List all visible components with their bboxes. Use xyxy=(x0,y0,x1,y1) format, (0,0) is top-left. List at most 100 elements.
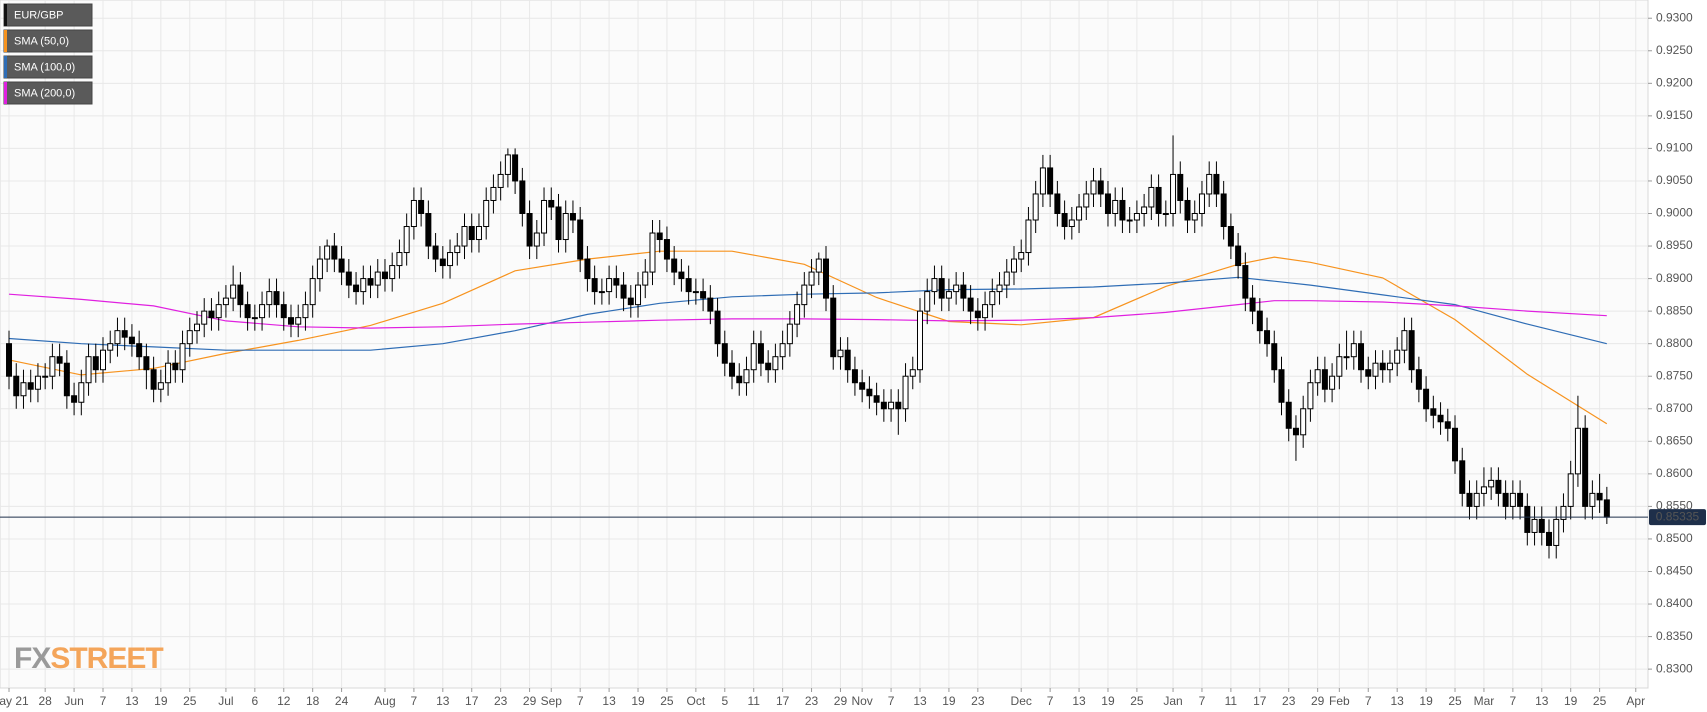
candle-body xyxy=(244,304,251,319)
candle-body xyxy=(1394,349,1401,364)
candle-body xyxy=(700,291,707,299)
candle-body xyxy=(432,245,439,260)
candle-body xyxy=(671,258,678,273)
candle-body xyxy=(678,271,685,280)
x-tick-label: 25 xyxy=(183,694,197,708)
candle-body xyxy=(519,180,526,214)
candle-body xyxy=(526,212,533,247)
candle-body xyxy=(837,349,844,358)
x-tick-label: 19 xyxy=(942,694,956,708)
candle-body xyxy=(425,212,432,247)
candle-body xyxy=(1047,167,1054,195)
y-tick-label: 0.9150 xyxy=(1656,108,1693,122)
candle-body xyxy=(562,212,569,241)
candle-body xyxy=(873,395,880,403)
candle-body xyxy=(656,232,663,241)
candle-body xyxy=(1495,479,1502,494)
candle-body xyxy=(779,343,786,358)
candle-body xyxy=(1220,193,1227,228)
candle-body xyxy=(750,343,757,371)
candle-body xyxy=(157,382,164,390)
candle-body xyxy=(895,401,902,410)
candle-body xyxy=(504,154,511,175)
sma-line xyxy=(8,293,1607,329)
candle-body xyxy=(620,284,627,299)
candle-body xyxy=(1061,212,1068,228)
candle-body xyxy=(1466,492,1473,507)
x-tick-label: Jul xyxy=(218,694,233,708)
candle-body xyxy=(454,245,461,254)
candle-body xyxy=(1408,330,1415,371)
candle-body xyxy=(649,232,656,273)
x-tick-label: Dec xyxy=(1011,694,1032,708)
x-tick-label: Jan xyxy=(1163,694,1182,708)
candle-body xyxy=(1596,492,1603,501)
candle-body xyxy=(1003,271,1010,286)
legend-label: SMA (50,0) xyxy=(14,35,69,47)
y-tick-label: 0.8350 xyxy=(1656,629,1693,643)
candle-body xyxy=(1083,193,1090,208)
last-price-box xyxy=(1649,509,1706,526)
x-tick-label: 13 xyxy=(1390,694,1404,708)
candle-body xyxy=(808,271,815,286)
candle-body xyxy=(107,343,114,351)
candle-body xyxy=(121,330,128,338)
candle-body xyxy=(13,375,20,397)
candle-body xyxy=(1090,180,1097,195)
candle-body xyxy=(410,199,417,228)
candle-body xyxy=(1358,343,1365,371)
candle-body xyxy=(909,369,916,377)
y-tick-label: 0.8300 xyxy=(1656,661,1693,675)
y-tick-label: 0.9300 xyxy=(1656,10,1693,24)
x-tick-label: 17 xyxy=(465,694,479,708)
sma-line xyxy=(8,276,1607,351)
candle-body xyxy=(902,375,909,410)
candle-body xyxy=(635,284,642,306)
candle-body xyxy=(830,297,837,358)
sma-line xyxy=(8,250,1608,425)
candle-body xyxy=(1582,427,1589,507)
candle-body xyxy=(555,206,562,241)
x-tick-label: 13 xyxy=(1535,694,1549,708)
legend: EUR/GBP SMA (50,0) SMA (100,0) SMA (200,0) xyxy=(3,3,93,105)
candle-body xyxy=(461,226,468,247)
candle-body xyxy=(1567,473,1574,507)
x-tick-label: 7 xyxy=(577,694,584,708)
candle-body xyxy=(1473,492,1480,507)
candle-body xyxy=(1191,212,1198,221)
candle-body xyxy=(786,323,793,345)
x-tick-label: 7 xyxy=(888,694,895,708)
candle-body xyxy=(736,375,743,384)
x-tick-label: 13 xyxy=(436,694,450,708)
x-tick-label: 17 xyxy=(1253,694,1267,708)
candle-body xyxy=(945,291,952,299)
candle-body xyxy=(280,304,287,319)
candle-body xyxy=(381,271,388,280)
candle-body xyxy=(353,284,360,293)
candle-body xyxy=(1480,486,1487,494)
candle-body xyxy=(136,343,143,358)
candle-body xyxy=(1198,193,1205,214)
candle-body xyxy=(844,349,851,371)
x-tick-label: 25 xyxy=(1593,694,1607,708)
x-tick-label: 7 xyxy=(1510,694,1517,708)
candle-body xyxy=(1213,173,1220,195)
candle-body xyxy=(1018,252,1025,260)
candle-body xyxy=(866,388,873,397)
candle-body xyxy=(389,265,396,280)
candle-body xyxy=(1170,173,1177,214)
candle-body xyxy=(815,258,822,273)
candle-body xyxy=(606,278,613,293)
x-tick-label: 11 xyxy=(1225,694,1238,708)
candle-body xyxy=(577,219,584,260)
candle-body xyxy=(1300,408,1307,436)
x-tick-label: 13 xyxy=(602,694,616,708)
candle-body xyxy=(1401,330,1408,351)
candle-body xyxy=(642,271,649,286)
candle-body xyxy=(6,343,13,377)
candle-body xyxy=(1097,180,1104,195)
y-tick-label: 0.9250 xyxy=(1656,43,1693,57)
candle-body xyxy=(1365,369,1372,377)
candle-body xyxy=(1343,356,1350,359)
